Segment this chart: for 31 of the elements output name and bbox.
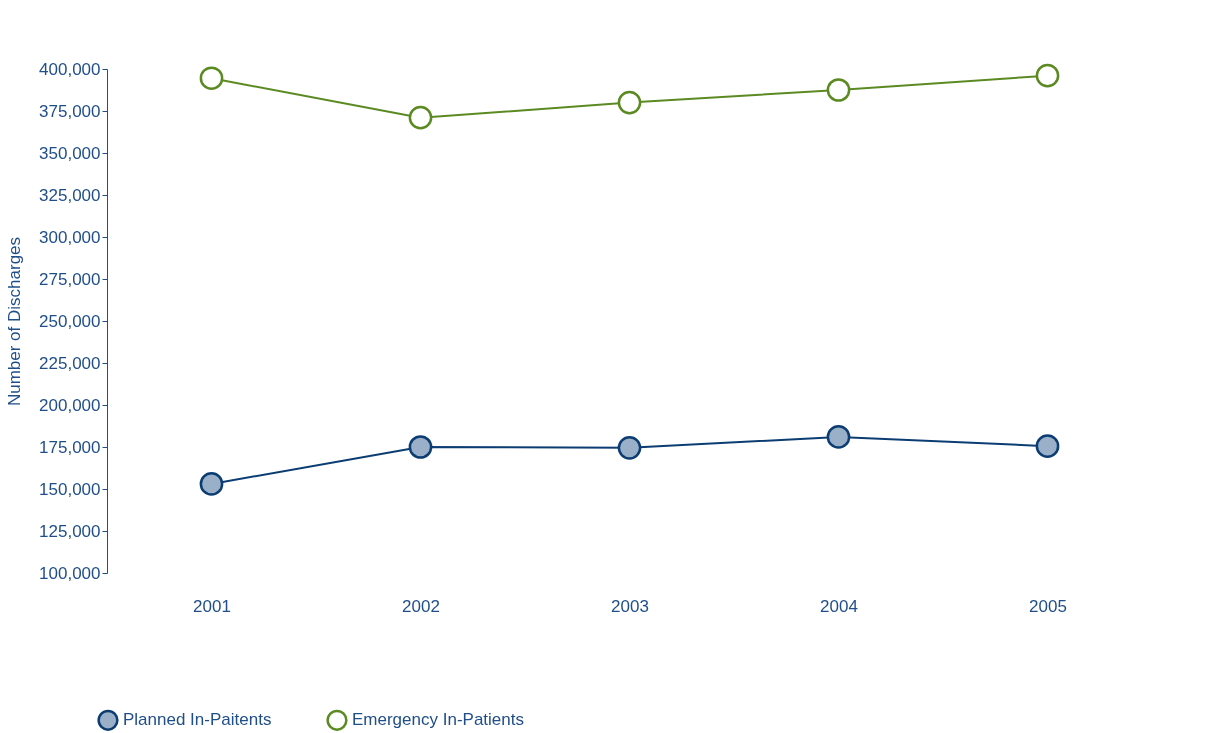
y-tick-label: 250,000	[39, 311, 101, 331]
y-tick-label: 300,000	[39, 227, 101, 247]
point	[617, 90, 642, 115]
legend-label: Planned In-Paitents	[123, 710, 272, 730]
y-tick-label: 275,000	[39, 269, 101, 289]
legend-label: Emergency In-Patients	[352, 710, 524, 730]
x-tick-label: 2003	[611, 596, 649, 616]
y-tick-label: 100,000	[39, 563, 101, 583]
y-tick-label: 150,000	[39, 479, 101, 499]
y-tick-label: 325,000	[39, 185, 101, 205]
point	[408, 435, 433, 459]
y-tick-label: 175,000	[39, 437, 101, 457]
point	[1035, 63, 1060, 88]
y-axis-title: Number of Discharges	[5, 236, 25, 407]
x-tick-label: 2004	[820, 596, 858, 616]
y-tick-label: 350,000	[39, 143, 101, 163]
point	[408, 105, 433, 130]
y-tick-label: 125,000	[39, 521, 101, 541]
y-tick-label: 400,000	[39, 59, 101, 79]
y-tick-label: 375,000	[39, 101, 101, 121]
point	[826, 78, 851, 102]
point	[199, 472, 224, 496]
y-tick-label: 200,000	[39, 395, 101, 415]
y-tick-label: 225,000	[39, 353, 101, 373]
x-tick-label: 2005	[1029, 596, 1067, 616]
x-tick-label: 2002	[402, 596, 440, 616]
point	[1035, 434, 1060, 458]
x-tick-label: 2001	[193, 596, 231, 616]
point	[826, 425, 851, 449]
point	[617, 436, 642, 460]
point	[199, 66, 224, 91]
